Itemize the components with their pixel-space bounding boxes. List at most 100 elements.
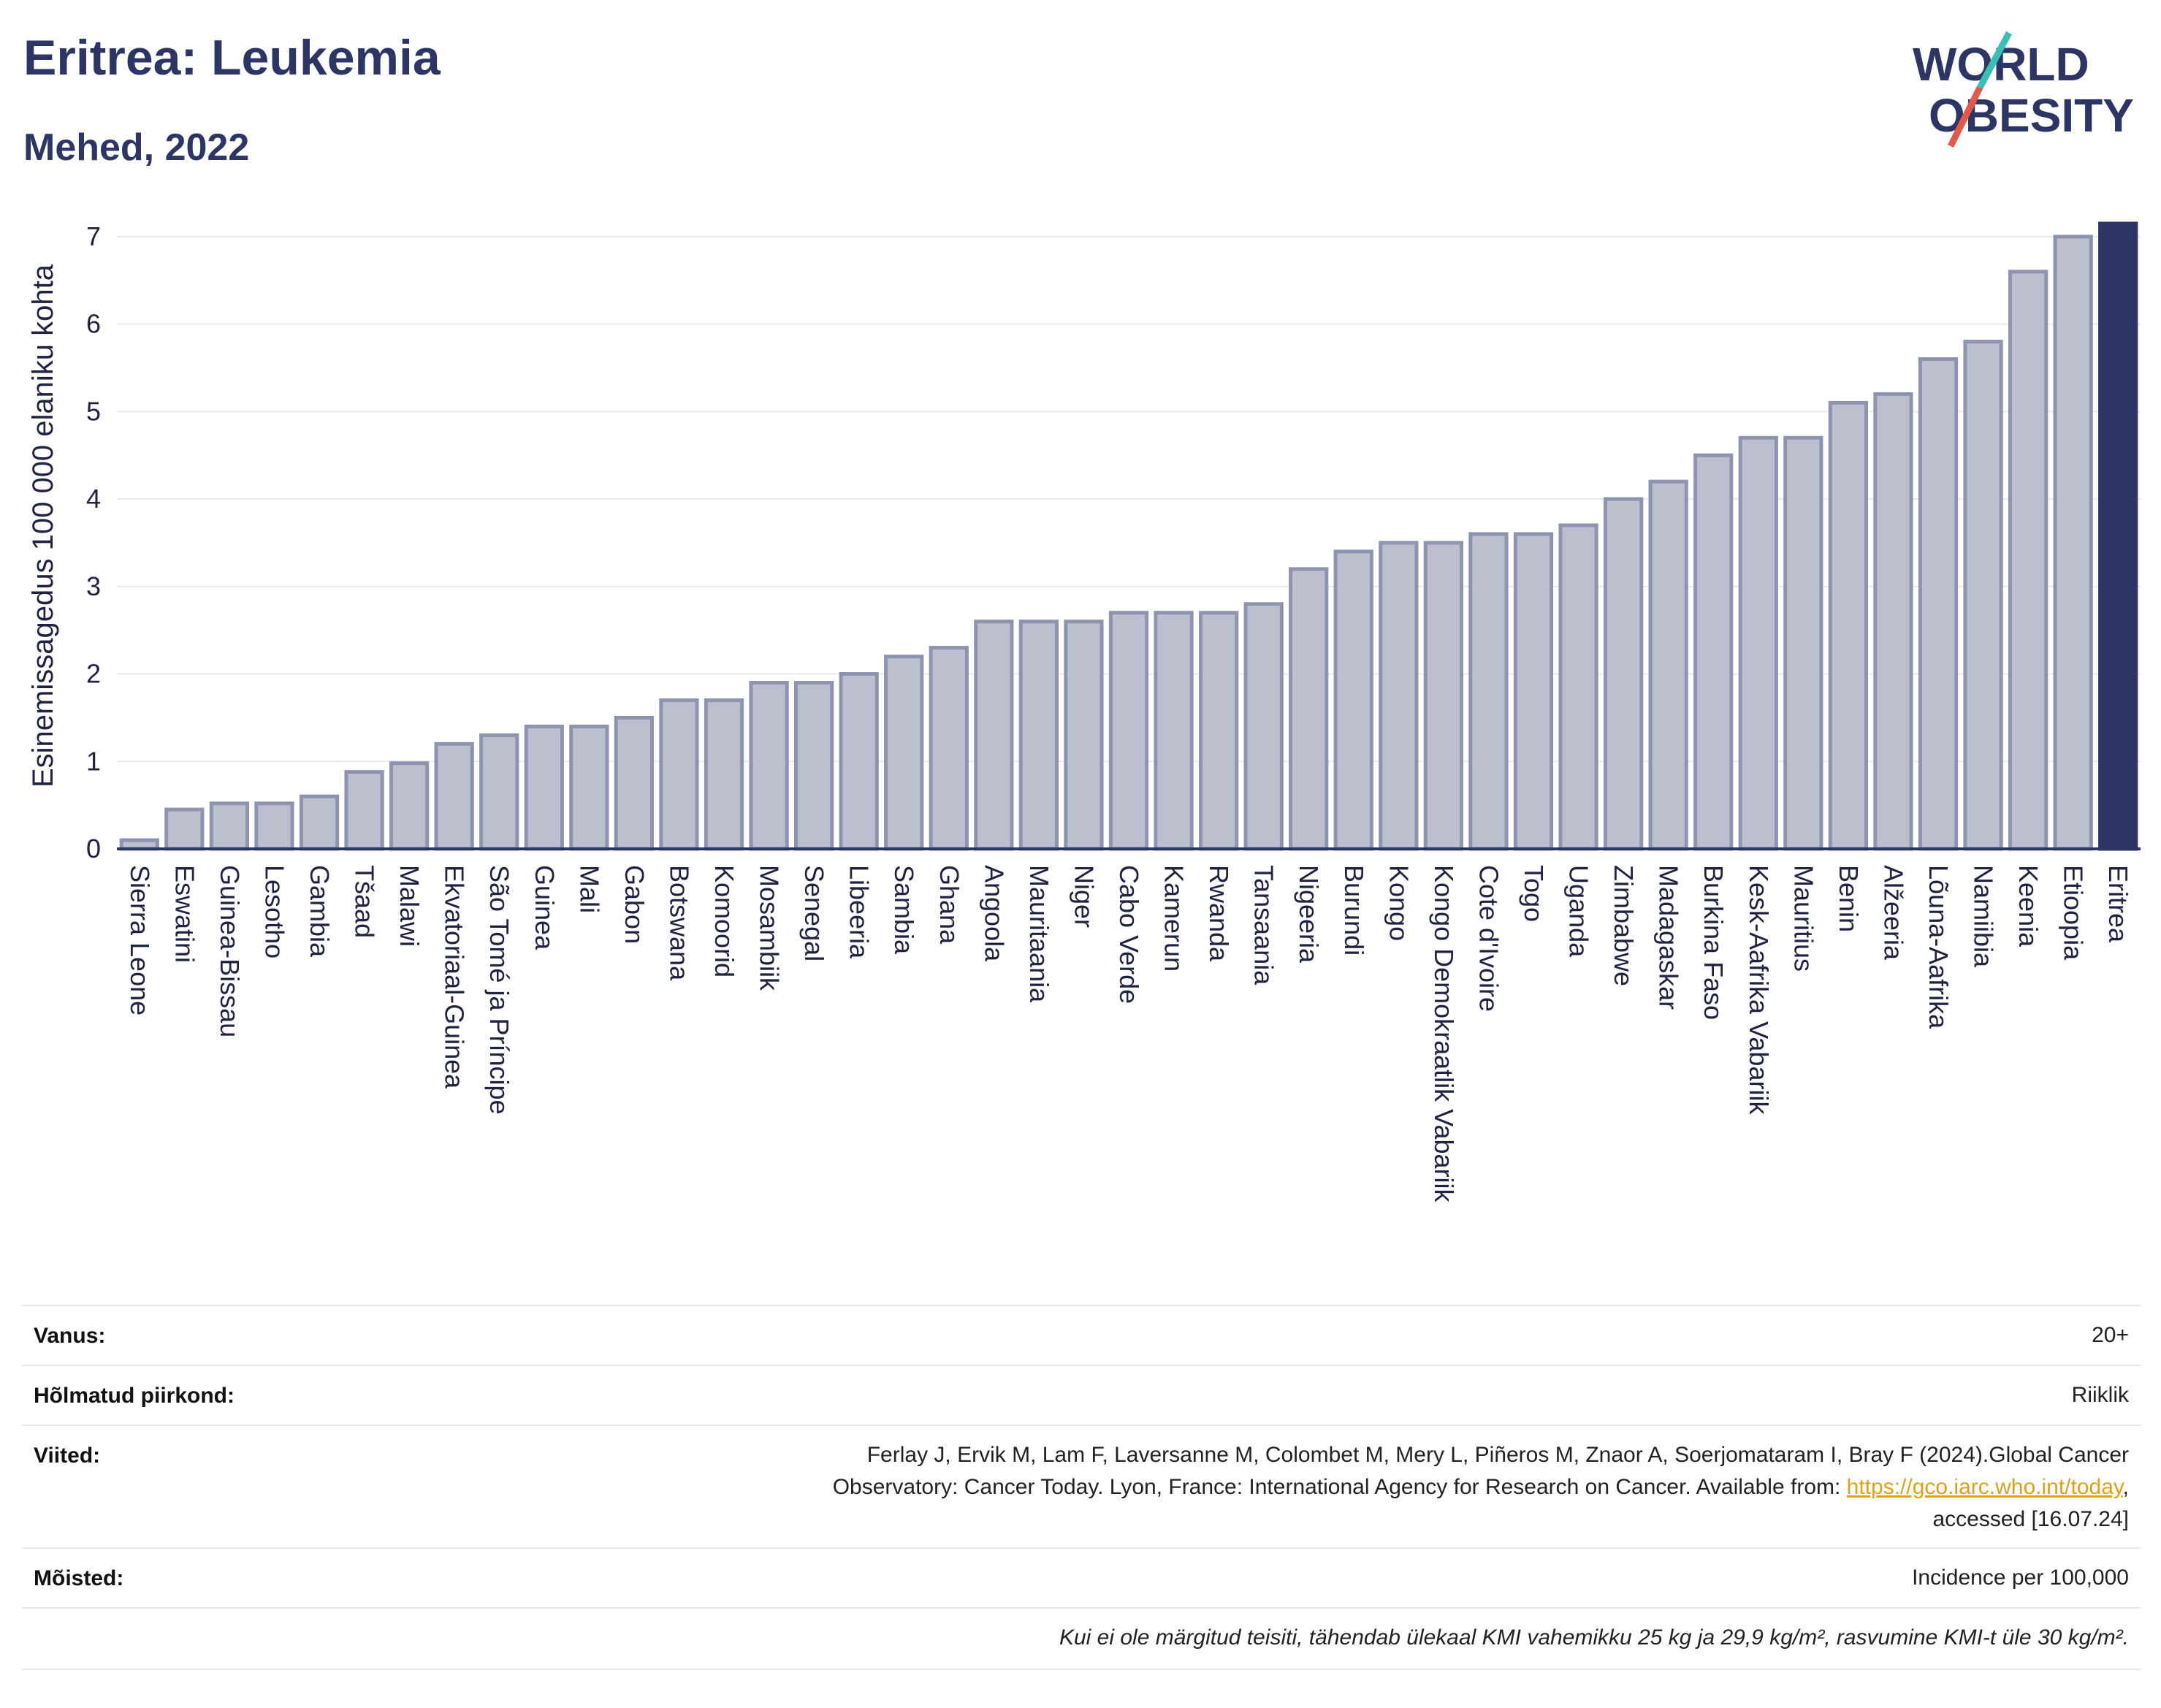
bar-burkina-faso <box>1693 453 1734 851</box>
x-tick-label: Burundi <box>1339 865 1369 956</box>
bar-cote-d-ivoire <box>1468 532 1509 851</box>
bar-eritrea <box>2098 221 2138 851</box>
x-tick-label: Kongo Demokraatlik Vabariik <box>1429 865 1459 1203</box>
x-tick-label: Senegal <box>799 865 829 961</box>
x-tick-label: Botswana <box>664 865 694 981</box>
x-tick-label: Namiibia <box>1969 865 1999 968</box>
x-tick-label: Madagaskar <box>1654 865 1684 1010</box>
bar-mauritius <box>1783 435 1823 851</box>
x-tick-label: Mauritaania <box>1024 865 1054 1003</box>
bar-madagaskar <box>1648 479 1688 851</box>
x-tick-label: Malawi <box>395 865 424 947</box>
bar-sambia <box>884 655 924 851</box>
references-label: Viited: <box>34 1444 101 1468</box>
bar-etioopia <box>2053 235 2093 851</box>
info-row-references: Viited: Ferlay J, Ervik M, Lam F, Lavers… <box>22 1425 2141 1549</box>
bar-uganda <box>1558 523 1598 851</box>
bar-gabon <box>614 715 655 851</box>
references-comma: , <box>2122 1475 2129 1499</box>
info-row-definitions: Mõisted: Incidence per 100,000 <box>22 1547 2141 1609</box>
x-tick-label: Zimbabwe <box>1609 865 1639 986</box>
bar-botswana <box>659 698 699 851</box>
bar-eswatini <box>164 807 205 851</box>
bar-namiibia <box>1963 340 2003 851</box>
x-tick-label: Guinea-Bissau <box>215 865 245 1037</box>
x-tick-label: Benin <box>1834 865 1864 932</box>
x-tick-label: Alžeeria <box>1878 865 1908 961</box>
x-tick-label: Cote d'Ivoire <box>1474 865 1503 1012</box>
x-tick-label: Lesotho <box>259 865 289 958</box>
references-link[interactable]: https://gco.iarc.who.int/today <box>1846 1475 2123 1499</box>
bar-al-eeria <box>1873 392 1913 851</box>
bar-ghana <box>929 646 969 851</box>
y-tick-label: 2 <box>86 659 101 689</box>
age-value: 20+ <box>2092 1323 2129 1347</box>
page-title: Eritrea: Leukemia <box>23 30 441 85</box>
bar-rwanda <box>1198 611 1239 851</box>
bar-togo <box>1513 532 1554 851</box>
x-tick-label: Ghana <box>934 865 964 945</box>
bar-kongo <box>1379 541 1419 851</box>
references-line-1: Ferlay J, Ervik M, Lam F, Laversanne M, … <box>866 1443 2129 1467</box>
bar-lesotho <box>254 801 294 851</box>
x-tick-label: Libeeria <box>845 865 874 959</box>
info-row-region: Hõlmatud piirkond: Riiklik <box>22 1365 2141 1426</box>
x-tick-label: Keenia <box>2013 865 2043 948</box>
bar-kamerun <box>1154 611 1194 851</box>
bar-nigeeria <box>1289 567 1329 851</box>
y-tick-label: 4 <box>86 484 101 514</box>
bar-ekvatoriaal-guinea <box>434 741 474 851</box>
x-tick-label: Kesk-Aafrika Vabariik <box>1744 865 1774 1115</box>
x-tick-label: Niger <box>1069 865 1099 928</box>
x-tick-label: Lõuna-Aafrika <box>1924 865 1954 1029</box>
info-row-note: Kui ei ole märgitud teisiti, tähendab ül… <box>22 1607 2141 1670</box>
references-value: Ferlay J, Ervik M, Lam F, Laversanne M, … <box>833 1439 2129 1536</box>
bar-s-o-tom-ja-pr-ncipe <box>479 733 519 851</box>
x-tick-label: Eswatini <box>169 865 199 963</box>
bar-gambia <box>299 794 340 851</box>
info-row-age: Vanus: 20+ <box>22 1305 2141 1366</box>
world-obesity-logo: WORLD OBESITY <box>1913 31 2134 148</box>
x-tick-label: Uganda <box>1564 865 1594 958</box>
x-tick-label: Angoola <box>979 865 1009 962</box>
bar-chart: 0 1 2 3 4 5 6 7 Sierra Leone Eswatini Guinea-Biss… <box>27 221 2141 1203</box>
x-tick-label: Burkina Faso <box>1699 865 1729 1020</box>
page-subtitle: Mehed, 2022 <box>23 126 250 169</box>
bar-niger <box>1064 619 1104 851</box>
x-tick-label: Kongo <box>1384 865 1414 941</box>
bar-keenia <box>2008 270 2048 851</box>
x-tick-label: Mali <box>574 865 604 913</box>
x-tick-label: Sambia <box>889 865 919 955</box>
bar-zimbabwe <box>1603 497 1644 851</box>
region-label: Hõlmatud piirkond: <box>34 1384 235 1408</box>
x-tick-label: Sierra Leone <box>125 865 155 1015</box>
bar-kesk-aafrika-vabariik <box>1738 435 1778 851</box>
x-tick-label: Eritrea <box>2103 865 2133 943</box>
x-tick-label: Tšaad <box>350 865 380 938</box>
region-value: Riiklik <box>2071 1383 2129 1407</box>
x-tick-label: Mauritius <box>1788 865 1818 972</box>
bar-senegal <box>793 681 834 851</box>
bar-tansaania <box>1243 602 1284 851</box>
bar-burundi <box>1333 549 1373 851</box>
x-tick-label: São Tomé ja Príncipe <box>484 865 514 1115</box>
bar-mauritaania <box>1018 619 1059 851</box>
y-tick-label: 3 <box>86 571 101 601</box>
bar-cabo-verde <box>1108 611 1149 851</box>
bar-malawi <box>389 761 430 851</box>
definitions-label: Mõisted: <box>34 1566 124 1590</box>
y-axis-label: Esinemissagedus 100 000 elaniku kohta <box>27 264 59 788</box>
bar-l-una-aafrika <box>1918 357 1959 851</box>
footnote: Kui ei ole märgitud teisiti, tähendab ül… <box>1059 1625 2129 1650</box>
x-tick-label: Ekvatoriaal-Guinea <box>440 865 470 1089</box>
bar-libeeria <box>839 672 879 851</box>
bar-angoola <box>974 619 1014 851</box>
age-label: Vanus: <box>34 1324 106 1348</box>
y-tick-label: 6 <box>86 309 101 339</box>
bar-t-aad <box>344 770 384 851</box>
y-tick-label: 5 <box>86 396 101 426</box>
x-tick-label: Kamerun <box>1159 865 1189 972</box>
references-line-3: accessed [16.07.24] <box>1932 1507 2129 1531</box>
x-tick-label: Rwanda <box>1204 865 1234 962</box>
x-tick-label: Mosambiik <box>755 865 785 991</box>
